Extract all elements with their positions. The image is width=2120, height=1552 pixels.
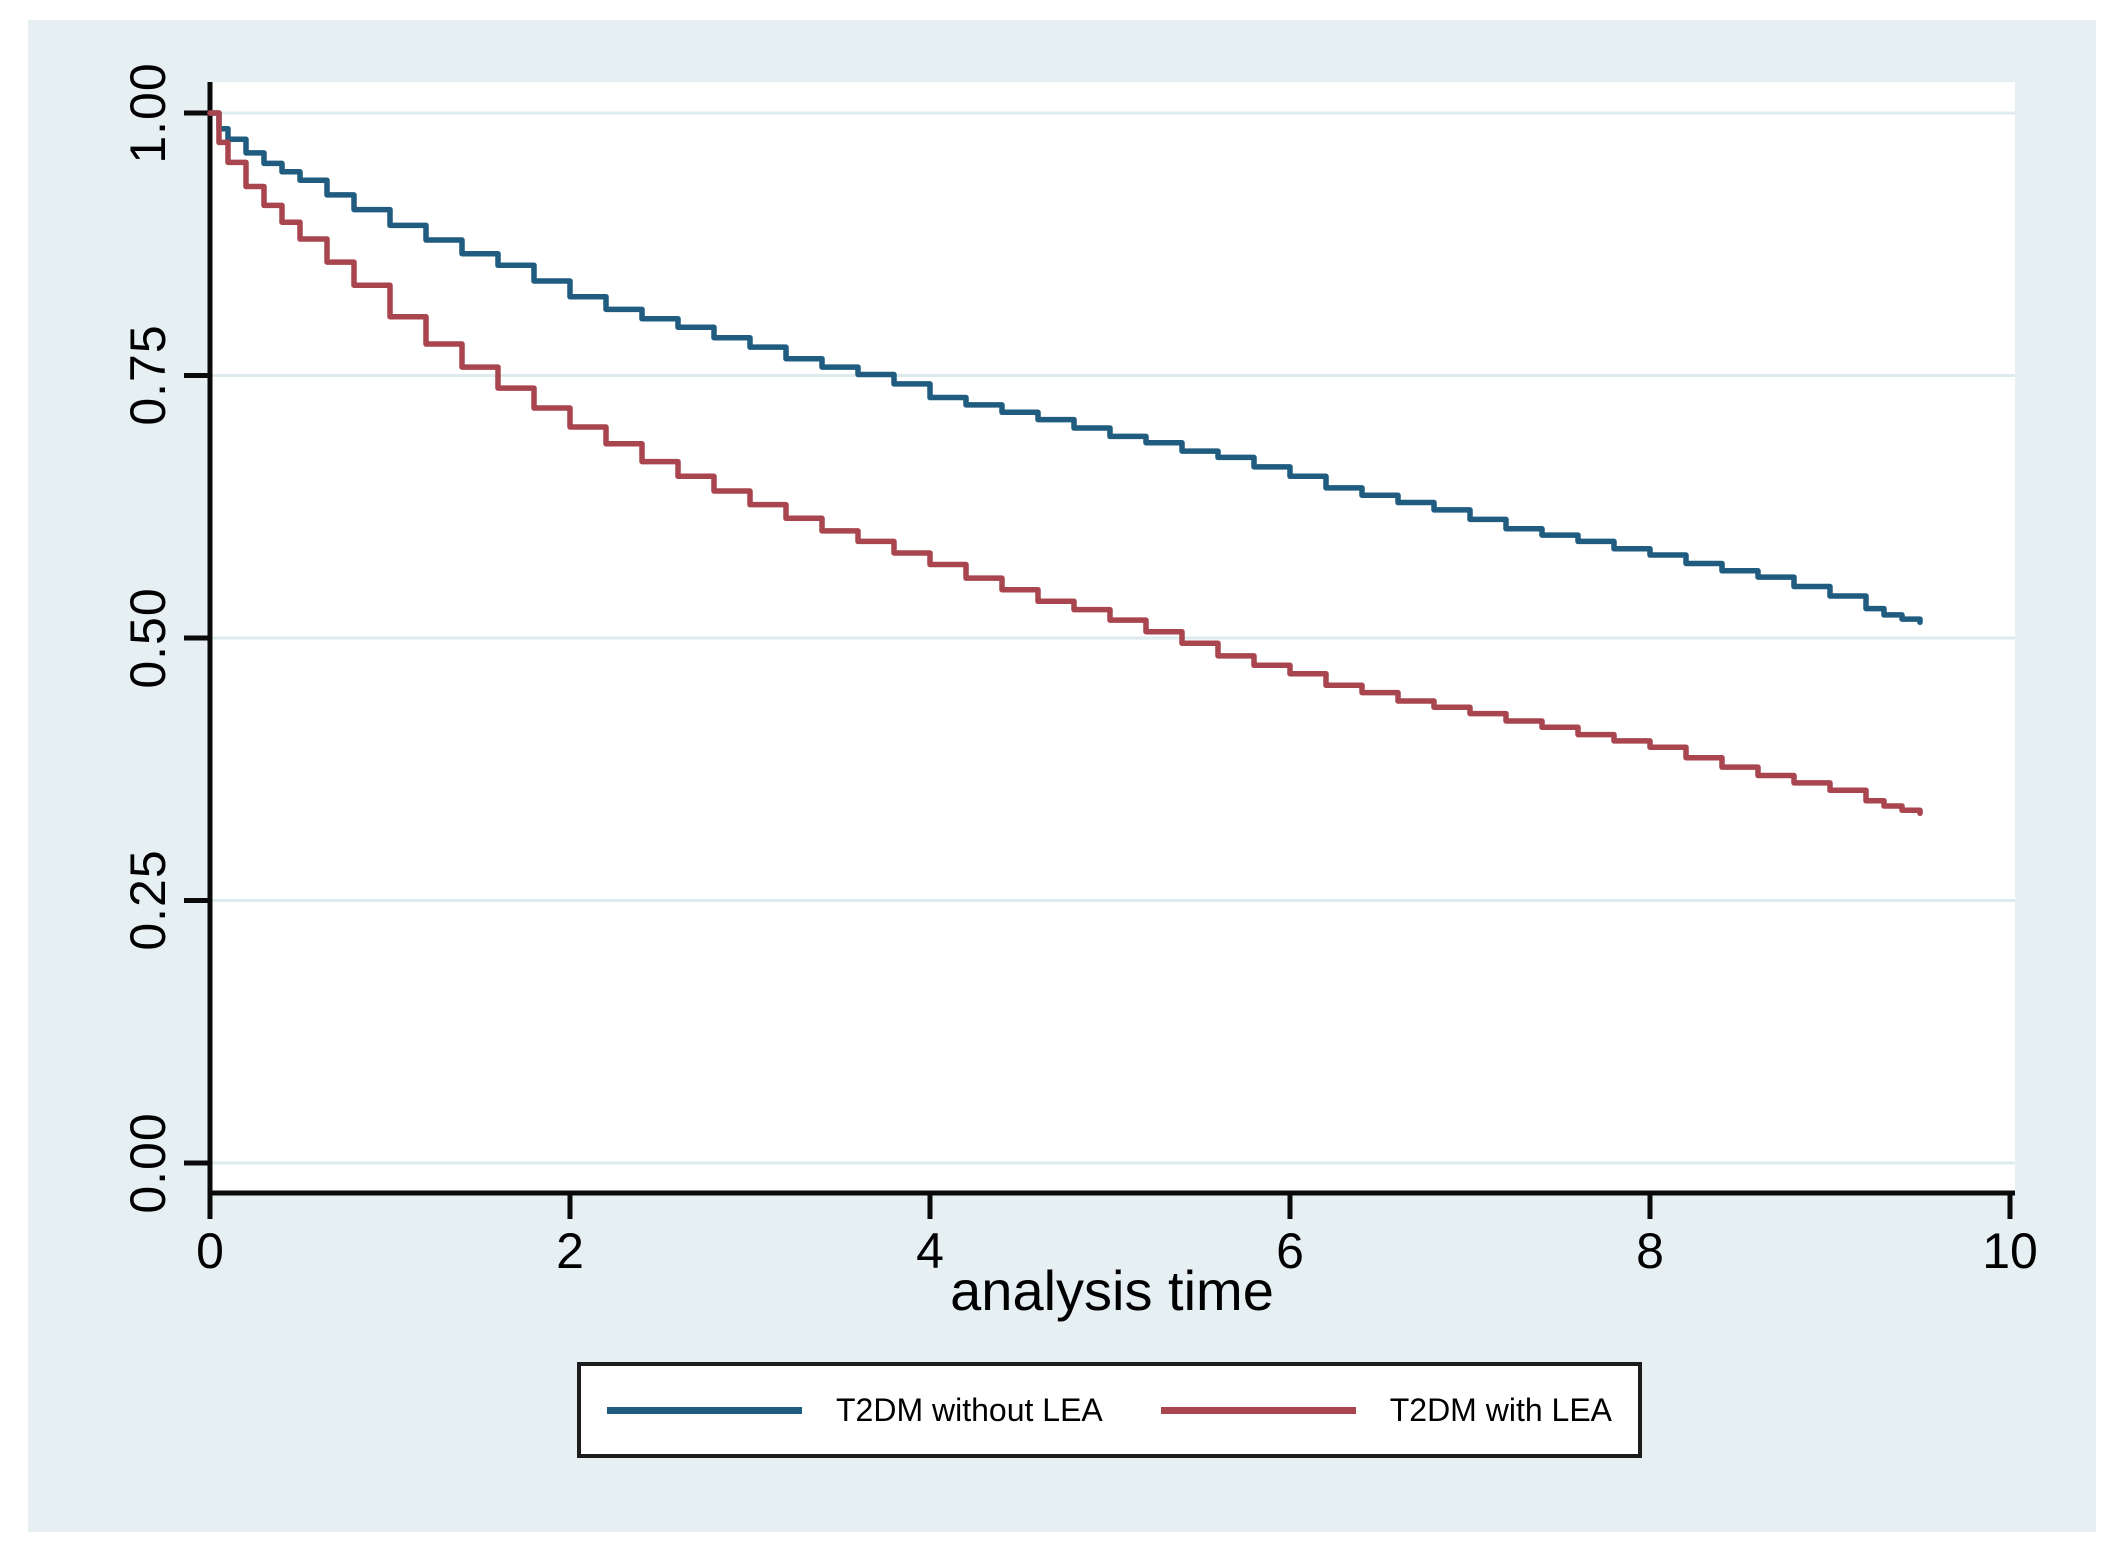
x-axis-title: analysis time: [950, 1259, 1274, 1322]
survival-curve-with-lea: [207, 110, 1923, 817]
legend-line-swatch-blue: [607, 1406, 802, 1414]
y-tick-label-0.25: 0.25: [120, 849, 176, 951]
y-tick-label-0.00: 0.00: [120, 1112, 176, 1214]
x-tick-label-4: 4: [916, 1223, 944, 1279]
x-tick-label-0: 0: [196, 1223, 224, 1279]
legend: T2DM without LEA T2DM with LEA: [577, 1362, 1642, 1458]
y-tick-label-0.75: 0.75: [120, 324, 176, 426]
y-tick-label-0.50: 0.50: [120, 587, 176, 689]
y-tick-label-1.00: 1.00: [120, 62, 176, 164]
x-tick-label-6: 6: [1276, 1223, 1304, 1279]
legend-entry-with-lea: T2DM with LEA: [1160, 1391, 1612, 1429]
survival-curve-without-lea: [207, 110, 1923, 625]
legend-label-without-lea: T2DM without LEA: [836, 1391, 1103, 1428]
legend-label-with-lea: T2DM with LEA: [1389, 1391, 1612, 1428]
x-tick-label-8: 8: [1636, 1223, 1664, 1279]
legend-entry-without-lea: T2DM without LEA: [607, 1392, 1103, 1429]
legend-line-swatch-red: [1160, 1406, 1356, 1414]
x-tick-label-10: 10: [1982, 1223, 2038, 1279]
x-tick-label-2: 2: [556, 1223, 584, 1279]
